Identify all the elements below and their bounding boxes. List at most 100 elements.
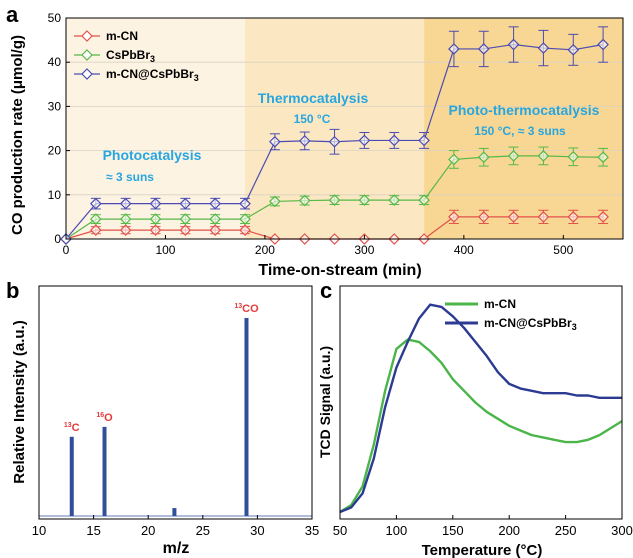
- x-tick-label: 25: [196, 523, 210, 538]
- data-point: [388, 134, 401, 147]
- tpd-curves: [339, 303, 623, 514]
- panel-b-label: b: [6, 278, 19, 303]
- x-tick-label: 100: [386, 523, 408, 538]
- data-point: [119, 224, 132, 237]
- data-point: [209, 197, 222, 210]
- data-point: [89, 213, 102, 225]
- data-point: [358, 134, 371, 147]
- tpd-curve-0: [339, 338, 623, 514]
- x-tick-label: 100: [155, 243, 175, 257]
- y-tick-label: 50: [48, 11, 62, 25]
- y-axis-label-a: CO production rate (μmol/g): [9, 35, 26, 235]
- legend-entry-c-comp: m-CN@CsPbBr3: [484, 316, 577, 332]
- data-point: [328, 135, 341, 148]
- legend-marker-mcn: [81, 30, 93, 42]
- data-point: [477, 43, 490, 55]
- data-point: [448, 153, 460, 166]
- data-point: [179, 224, 192, 237]
- peak-bar: [102, 426, 107, 516]
- region-label-photo: Photocatalysis: [103, 147, 202, 163]
- data-point: [269, 135, 281, 148]
- y-axis-label-b: Relative Intensity (a.u.): [11, 320, 28, 483]
- peak-bar: [69, 436, 74, 516]
- legend-entry-cspb: CsPbBr3: [106, 48, 155, 64]
- plot-frame-c: [339, 285, 623, 520]
- region-sub-pt: 150 °C, ≈ 3 suns: [474, 124, 566, 138]
- peak-label: 16O: [96, 412, 113, 424]
- y-tick-label: 10: [48, 188, 62, 202]
- data-point: [358, 194, 371, 206]
- peak-label: 13C: [64, 422, 80, 434]
- data-point: [119, 213, 132, 225]
- data-series: [60, 26, 609, 245]
- legend-entry-c-mcn: m-CN: [484, 297, 516, 311]
- data-point: [537, 150, 550, 162]
- x-tick-label: 10: [32, 523, 46, 538]
- plot-frame-a: [65, 17, 624, 240]
- x-tick-label: 300: [354, 243, 374, 257]
- data-point: [149, 213, 162, 225]
- region-label-thermo: Thermocatalysis: [258, 90, 369, 106]
- data-point: [597, 151, 609, 164]
- peak-bar: [172, 508, 177, 516]
- region-sub-photo: ≈ 3 suns: [106, 170, 154, 184]
- legend-entry-comp: m-CN@CsPbBr3: [106, 67, 199, 83]
- x-axis-label-c: Temperature (°C): [422, 542, 543, 558]
- data-point: [597, 211, 609, 223]
- x-tick-label: 30: [250, 523, 264, 538]
- region-sub-thermo: 150 °C: [294, 112, 331, 126]
- data-point: [567, 150, 580, 163]
- panel-a-label: a: [6, 2, 19, 27]
- x-tick-label: 250: [555, 523, 577, 538]
- x-tick-label: 50: [333, 523, 347, 538]
- legend-marker-comp: [81, 68, 93, 80]
- data-point: [179, 197, 192, 210]
- data-point: [567, 43, 580, 56]
- data-point: [507, 38, 520, 51]
- x-tick-label: 0: [63, 243, 70, 257]
- data-point: [119, 197, 132, 210]
- data-point: [239, 197, 251, 210]
- peak-label: 13CO: [234, 303, 259, 315]
- data-point: [269, 195, 281, 208]
- plot-frame-b: [38, 285, 313, 520]
- x-axis-label-a: Time-on-stream (min): [258, 262, 421, 279]
- data-point: [89, 224, 102, 237]
- data-point: [418, 194, 430, 206]
- data-point: [507, 211, 520, 223]
- panel-b: b 10 15 20 25 30 35 13C 16O 13CO m/z Relative I…: [6, 278, 319, 557]
- data-point: [477, 151, 490, 164]
- y-tick-label: 30: [48, 99, 62, 113]
- x-axis-ticks-b: 10 15 20 25 30 35: [32, 515, 319, 538]
- series-1: [60, 146, 609, 245]
- data-point: [239, 224, 251, 237]
- panel-a: a 0 100 200 300 400 500 0 10 20 30 40 50 Time-on-s…: [6, 2, 624, 279]
- x-tick-label: 200: [255, 243, 275, 257]
- data-point: [239, 213, 251, 225]
- data-point: [418, 134, 430, 147]
- data-point: [537, 211, 550, 223]
- peak-bar: [244, 318, 249, 516]
- legend-c: m-CN m-CN@CsPbBr3: [445, 297, 577, 332]
- x-tick-label: 200: [498, 523, 520, 538]
- y-axis-label-c: TCD Signal (a.u.): [317, 346, 333, 458]
- data-point: [537, 42, 550, 54]
- y-tick-label: 0: [54, 232, 61, 246]
- data-point: [179, 213, 192, 225]
- data-point: [298, 135, 311, 147]
- x-tick-label: 150: [442, 523, 464, 538]
- spectrum-peaks: [39, 318, 312, 517]
- x-axis-label-b: m/z: [163, 540, 190, 557]
- x-tick-label: 35: [305, 523, 319, 538]
- x-tick-label: 500: [553, 243, 573, 257]
- data-point: [507, 150, 520, 162]
- data-point: [388, 194, 401, 206]
- y-axis-ticks: 0 10 20 30 40 50: [48, 11, 70, 246]
- data-point: [597, 38, 609, 51]
- region-label-pt: Photo-thermocatalysis: [449, 102, 600, 118]
- data-point: [448, 211, 460, 223]
- data-point: [567, 211, 580, 223]
- x-axis-ticks: 0 100 200 300 400 500: [63, 235, 574, 257]
- panel-c-label: c: [320, 278, 332, 303]
